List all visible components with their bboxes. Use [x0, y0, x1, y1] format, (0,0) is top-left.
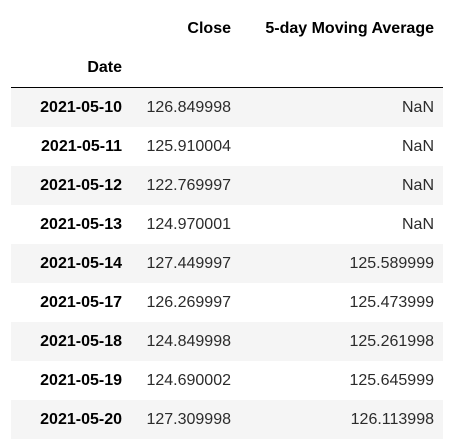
index-name-row: Date: [11, 48, 443, 88]
table-header: Close 5-day Moving Average Date: [11, 9, 443, 88]
table-row: 2021-05-20 127.309998 126.113998: [11, 400, 443, 439]
index-name-date: Date: [11, 48, 122, 88]
column-header-row: Close 5-day Moving Average: [11, 9, 443, 48]
cell-moving-average: 125.589999: [349, 254, 434, 272]
table-body: 2021-05-10 126.849998 NaN 2021-05-11 125…: [11, 87, 443, 439]
index-name-row-spacer: [239, 48, 443, 88]
cell-close: 127.309998: [146, 410, 231, 428]
cell-close: 124.970001: [146, 215, 231, 233]
cell-moving-average: NaN: [401, 137, 434, 155]
cell-moving-average: NaN: [401, 176, 434, 194]
cell-close: 126.269997: [146, 293, 231, 311]
index-name-row-spacer: [122, 48, 239, 88]
table-row: 2021-05-12 122.769997 NaN: [11, 166, 443, 205]
row-index-date: 2021-05-10: [40, 98, 122, 116]
table-row: 2021-05-10 126.849998 NaN: [11, 87, 443, 127]
dataframe-output: Close 5-day Moving Average Date 2021-05-…: [11, 9, 443, 439]
row-index-date: 2021-05-18: [40, 332, 122, 350]
index-corner-cell: [11, 9, 122, 48]
cell-close: 124.849998: [146, 332, 231, 350]
column-header-moving-average: 5-day Moving Average: [265, 19, 434, 37]
cell-moving-average: 125.645999: [349, 371, 434, 389]
row-index-date: 2021-05-12: [40, 176, 122, 194]
row-index-date: 2021-05-17: [40, 293, 122, 311]
cell-close: 124.690002: [146, 371, 231, 389]
cell-moving-average: 125.261998: [349, 332, 434, 350]
row-index-date: 2021-05-20: [40, 410, 122, 428]
table-row: 2021-05-13 124.970001 NaN: [11, 205, 443, 244]
cell-close: 122.769997: [146, 176, 231, 194]
cell-close: 125.910004: [146, 137, 231, 155]
dataframe-table: Close 5-day Moving Average Date 2021-05-…: [11, 9, 443, 439]
table-row: 2021-05-14 127.449997 125.589999: [11, 244, 443, 283]
cell-close: 127.449997: [146, 254, 231, 272]
table-row: 2021-05-11 125.910004 NaN: [11, 127, 443, 166]
row-index-date: 2021-05-11: [41, 137, 122, 155]
column-header-close: Close: [187, 19, 231, 37]
row-index-date: 2021-05-14: [40, 254, 122, 272]
table-row: 2021-05-19 124.690002 125.645999: [11, 361, 443, 400]
cell-close: 126.849998: [146, 98, 231, 116]
row-index-date: 2021-05-19: [40, 371, 122, 389]
cell-moving-average: NaN: [401, 215, 434, 233]
cell-moving-average: NaN: [401, 98, 434, 116]
table-row: 2021-05-17 126.269997 125.473999: [11, 283, 443, 322]
row-index-date: 2021-05-13: [40, 215, 122, 233]
cell-moving-average: 125.473999: [349, 293, 434, 311]
table-row: 2021-05-18 124.849998 125.261998: [11, 322, 443, 361]
cell-moving-average: 126.113998: [350, 410, 434, 428]
